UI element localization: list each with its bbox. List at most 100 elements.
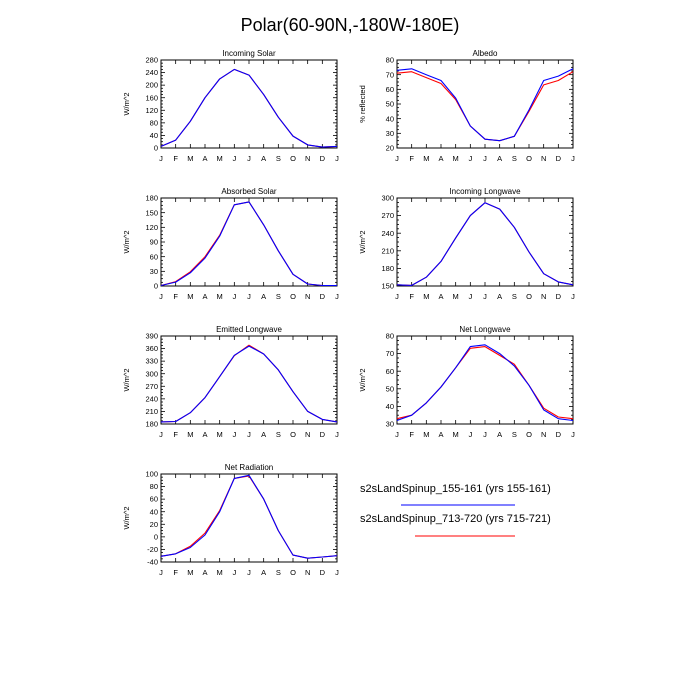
x-tick-label: J <box>159 568 163 577</box>
x-tick-label: S <box>512 292 517 301</box>
y-tick-label: 240 <box>381 229 394 238</box>
panel-title: Net Longwave <box>459 325 511 334</box>
x-tick-label: S <box>512 430 517 439</box>
y-axis-label: W/m^2 <box>122 230 131 253</box>
y-tick-label: 210 <box>145 407 158 416</box>
y-tick-label: 200 <box>145 81 158 90</box>
series-line-2 <box>160 344 338 423</box>
x-tick-label: M <box>217 430 223 439</box>
panel-title: Albedo <box>473 49 498 58</box>
x-tick-label: J <box>395 292 399 301</box>
x-tick-label: A <box>261 154 266 163</box>
y-tick-label: 50 <box>386 100 394 109</box>
series-line-1 <box>160 345 338 423</box>
y-tick-label: 280 <box>145 56 158 65</box>
x-tick-label: A <box>497 292 502 301</box>
y-tick-label: 160 <box>145 93 158 102</box>
y-tick-label: 80 <box>386 332 394 341</box>
series-line-1 <box>160 201 337 287</box>
y-tick-label: 40 <box>386 114 394 123</box>
y-tick-label: 150 <box>145 208 158 217</box>
y-tick-label: 300 <box>381 194 394 203</box>
y-tick-label: 360 <box>145 344 158 353</box>
x-tick-label: J <box>247 430 251 439</box>
x-tick-label: S <box>276 292 281 301</box>
x-tick-label: A <box>202 154 207 163</box>
y-tick-label: 120 <box>145 223 158 232</box>
x-tick-label: J <box>395 430 399 439</box>
x-tick-label: F <box>409 154 414 163</box>
y-tick-label: 180 <box>145 194 158 203</box>
y-axis-label: W/m^2 <box>122 368 131 391</box>
x-tick-label: J <box>335 430 339 439</box>
y-tick-label: 150 <box>381 282 394 291</box>
main-title: Polar(60-90N,-180W-180E) <box>241 15 460 35</box>
x-tick-label: A <box>261 568 266 577</box>
x-tick-label: A <box>202 568 207 577</box>
x-tick-label: N <box>541 154 546 163</box>
x-tick-label: J <box>335 154 339 163</box>
x-tick-label: F <box>173 292 178 301</box>
x-tick-label: J <box>335 292 339 301</box>
y-tick-label: 90 <box>150 238 158 247</box>
plot-frame <box>396 197 574 287</box>
x-tick-label: A <box>202 430 207 439</box>
y-tick-label: 70 <box>386 70 394 79</box>
x-tick-label: S <box>276 430 281 439</box>
x-tick-label: A <box>438 430 443 439</box>
panel-emitted-longwave: Emitted Longwave W/m^2 180 210 240 270 300 330 3… <box>122 325 339 439</box>
series-line-1 <box>396 344 574 422</box>
x-tick-label: J <box>247 292 251 301</box>
y-tick-label: 80 <box>150 118 158 127</box>
y-tick-label: 0 <box>154 282 158 291</box>
x-tick-label: O <box>290 154 296 163</box>
x-tick-label: J <box>232 568 236 577</box>
x-tick-label: O <box>526 292 532 301</box>
x-tick-label: M <box>187 430 193 439</box>
series-line-1 <box>160 68 338 148</box>
panels: Incoming SolarW/m^204080120160200240280J… <box>122 49 575 577</box>
x-tick-label: J <box>247 568 251 577</box>
x-tick-label: F <box>409 430 414 439</box>
x-tick-label: D <box>320 292 326 301</box>
x-tick-label: M <box>217 154 223 163</box>
x-tick-label: D <box>320 568 326 577</box>
plot-frame <box>396 335 574 425</box>
y-tick-label: 180 <box>145 420 158 429</box>
x-tick-label: A <box>497 430 502 439</box>
x-tick-label: J <box>395 154 399 163</box>
legend: s2sLandSpinup_155-161 (yrs 155-161) s2sL… <box>360 483 551 537</box>
x-tick-label: M <box>423 292 429 301</box>
x-tick-label: D <box>556 430 562 439</box>
plot-frame <box>160 59 338 149</box>
y-tick-label: 60 <box>150 495 158 504</box>
y-tick-label: 60 <box>386 85 394 94</box>
x-tick-label: S <box>276 568 281 577</box>
series-line-1 <box>396 68 574 142</box>
series-line-2 <box>396 346 574 420</box>
x-tick-label: J <box>468 430 472 439</box>
y-tick-label: 40 <box>150 507 158 516</box>
x-tick-label: J <box>247 154 251 163</box>
x-tick-label: N <box>541 430 546 439</box>
x-tick-label: J <box>483 430 487 439</box>
y-tick-label: -20 <box>147 545 158 554</box>
x-tick-label: M <box>423 430 429 439</box>
x-tick-label: N <box>541 292 546 301</box>
panel-title: Net Radiation <box>225 463 273 472</box>
series-line-1 <box>160 474 338 559</box>
y-tick-label: 20 <box>386 144 394 153</box>
y-tick-label: 40 <box>150 131 158 140</box>
x-tick-label: D <box>556 154 562 163</box>
x-tick-label: O <box>526 154 532 163</box>
y-axis-label: W/m^2 <box>358 230 367 253</box>
y-tick-label: 100 <box>145 470 158 479</box>
x-tick-label: J <box>468 292 472 301</box>
y-tick-label: 70 <box>386 349 394 358</box>
y-axis-label: W/m^2 <box>358 368 367 391</box>
x-tick-label: D <box>320 430 326 439</box>
x-tick-label: S <box>276 154 281 163</box>
y-tick-label: 240 <box>145 68 158 77</box>
series-line-2 <box>160 201 337 287</box>
